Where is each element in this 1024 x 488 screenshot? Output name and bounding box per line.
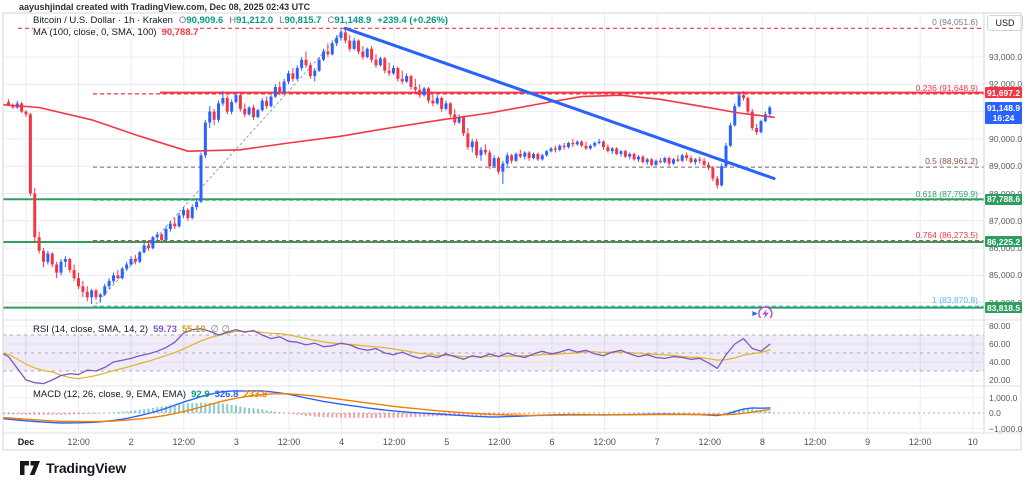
rsi-axis-tick: 60.00 — [989, 339, 1011, 349]
time-axis-label: 12:00 — [908, 437, 932, 447]
high-value: 91,212.0 — [236, 15, 274, 26]
rsi-axis-tick: 40.00 — [989, 357, 1011, 367]
bar-countdown: 16:24 — [992, 113, 1015, 124]
rsi-legend-label[interactable]: RSI (14, close, SMA, 14, 2) — [33, 324, 149, 335]
time-axis-label: Dec — [17, 437, 35, 447]
time-axis-label: 12:00 — [382, 437, 406, 447]
macd-value: 326.8 — [214, 389, 239, 400]
time-axis-label: 12:00 — [803, 437, 827, 447]
time-axis-label: 12:00 — [67, 437, 90, 447]
ma-legend-label[interactable]: MA (100, close, 0, SMA, 100) — [33, 27, 157, 38]
time-axis-label: 4 — [339, 437, 345, 447]
macd-axis-tick: −1,000.0 — [989, 423, 1023, 434]
price-line-tag: 83,818.5 — [985, 302, 1022, 314]
price-axis-tick: 92,000.0 — [989, 79, 1023, 90]
rsi-legend[interactable]: RSI (14, close, SMA, 14, 2) 59.73 55.10 ∅ ∅ — [33, 324, 230, 335]
change-value: +239.4 (+0.26%) — [377, 15, 449, 26]
price-line-tag: 86,225.2 — [985, 236, 1022, 248]
symbol-title[interactable]: Bitcoin / U.S. Dollar · 1h · Kraken — [33, 15, 173, 26]
macd-legend-label[interactable]: MACD (12, 26, close, 9, EMA, EMA) — [33, 389, 187, 400]
time-axis-label: 8 — [759, 437, 765, 447]
macd-legend[interactable]: MACD (12, 26, close, 9, EMA, EMA) 92.9 326… — [33, 389, 267, 400]
time-axis-label: 7 — [654, 437, 660, 447]
fib-level-label: 0.236 (91,648.9) — [915, 82, 978, 93]
fib-level-label: 0.764 (86,273.5) — [915, 229, 978, 240]
price-axis-tick: 87,000.0 — [989, 215, 1023, 226]
macd-axis-tick: 1,000.0 — [989, 392, 1018, 403]
fib-level-label: 1 (83,870.8) — [932, 295, 978, 306]
symbol-legend[interactable]: Bitcoin / U.S. Dollar · 1h · Kraken O90,9… — [33, 15, 448, 26]
time-axis-label: 9 — [865, 437, 871, 447]
close-label: C — [327, 15, 335, 26]
ma-legend[interactable]: MA (100, close, 0, SMA, 100) 90,788.7 — [33, 27, 199, 38]
rsi-axis-tick: 80.00 — [989, 321, 1011, 331]
fib-level-label: 0.618 (87,759.9) — [915, 189, 978, 200]
price-axis-tick: 89,000.0 — [989, 161, 1023, 172]
price-axis-tick: 85,000.0 — [989, 270, 1023, 281]
attribution-text: aayushjindal created with TradingView.co… — [19, 2, 311, 12]
tradingview-logo[interactable]: TradingView — [20, 460, 126, 476]
tradingview-logo-text: TradingView — [46, 460, 127, 476]
last-price-tag: 91,148.9 16:24 — [985, 102, 1022, 125]
open-value: 90,909.6 — [186, 15, 224, 26]
rsi-axis-tick: 20.00 — [989, 375, 1011, 385]
time-axis-label: 12:00 — [172, 437, 196, 447]
ma-legend-value: 90,788.7 — [161, 27, 199, 38]
time-axis-label: 3 — [233, 437, 239, 447]
low-label: L — [279, 15, 285, 26]
time-axis-label: 12:00 — [277, 437, 301, 447]
rsi-ma-value: 55.10 — [181, 324, 206, 335]
time-axis-label: 12:00 — [488, 437, 511, 447]
rsi-empty-values: ∅ ∅ — [210, 324, 230, 335]
time-axis-label: 6 — [549, 437, 555, 447]
macd-signal-value: 233.8 — [243, 389, 268, 400]
time-axis-label: 5 — [444, 437, 450, 447]
close-value: 91,148.9 — [334, 15, 372, 26]
open-label: O — [178, 15, 187, 26]
low-value: 90,815.7 — [284, 15, 322, 26]
time-axis-label: 2 — [128, 437, 134, 447]
last-price-value: 91,148.9 — [986, 103, 1021, 114]
time-axis-label: 12:00 — [698, 437, 722, 447]
price-axis-tick: 90,000.0 — [989, 133, 1023, 144]
macd-hist-value: 92.9 — [191, 389, 210, 400]
price-line-tag: 87,788.6 — [985, 193, 1022, 205]
high-label: H — [229, 15, 237, 26]
tradingview-logo-icon — [20, 461, 40, 475]
time-axis-label: 12:00 — [593, 437, 616, 447]
rsi-value: 59.73 — [153, 324, 177, 335]
time-axis-label: 10 — [967, 437, 978, 447]
price-axis-tick: 86,000.0 — [989, 243, 1023, 254]
price-axis-tick: 93,000.0 — [989, 52, 1023, 62]
fib-level-label: 0 (94,051.6) — [932, 17, 978, 28]
macd-axis-tick: 0.0 — [989, 408, 1001, 418]
fib-level-label: 0.5 (88,961.2) — [925, 156, 978, 167]
currency-button[interactable]: USD — [987, 15, 1023, 31]
price-axis-tick: 88,000.0 — [989, 189, 1022, 199]
price-line-tag: 91,697.2 — [985, 87, 1022, 99]
